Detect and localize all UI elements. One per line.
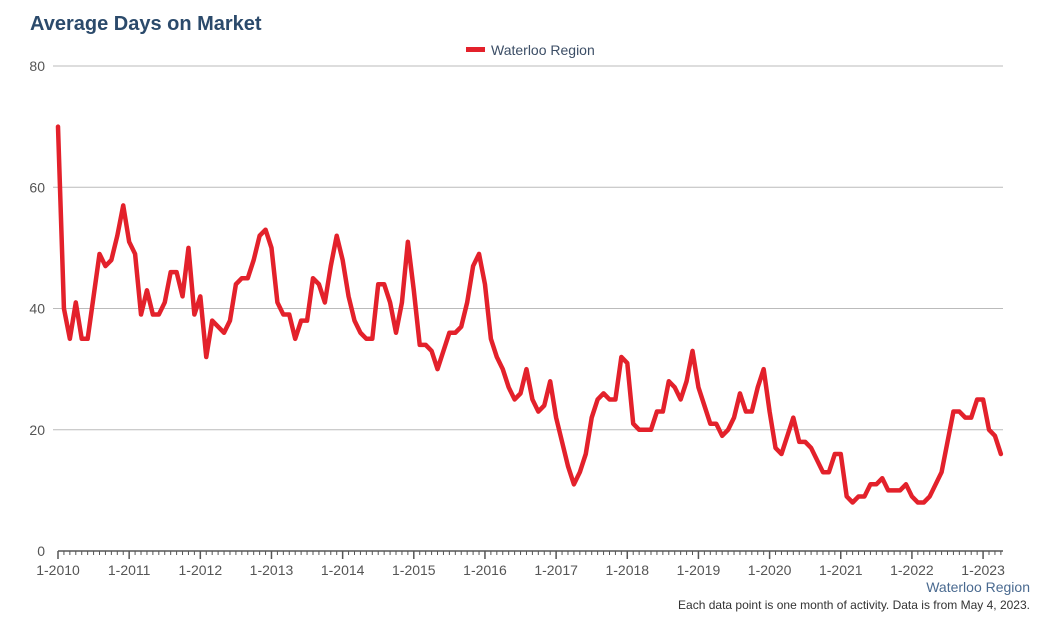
x-tick-label: 1-2023 bbox=[961, 562, 1005, 578]
legend[interactable]: Waterloo Region bbox=[466, 42, 595, 58]
x-tick-label: 1-2020 bbox=[748, 562, 792, 578]
y-tick-label: 20 bbox=[29, 422, 45, 438]
chart-title: Average Days on Market bbox=[30, 13, 262, 35]
x-tick-label: 1-2011 bbox=[108, 562, 151, 578]
x-tick-label: 1-2021 bbox=[819, 562, 863, 578]
x-tick-label: 1-2010 bbox=[36, 562, 80, 578]
x-tick-label: 1-2012 bbox=[179, 562, 223, 578]
y-tick-label: 60 bbox=[29, 179, 45, 195]
source-label: Waterloo Region bbox=[926, 579, 1030, 595]
series-line-waterloo-region[interactable] bbox=[55, 124, 1004, 505]
x-tick-label: 1-2013 bbox=[250, 562, 294, 578]
x-tick-label: 1-2014 bbox=[321, 562, 365, 578]
legend-label[interactable]: Waterloo Region bbox=[491, 42, 595, 58]
x-tick-label: 1-2022 bbox=[890, 562, 934, 578]
x-tick-label: 1-2017 bbox=[534, 562, 578, 578]
gridlines bbox=[53, 65, 1003, 431]
data-note: Each data point is one month of activity… bbox=[678, 598, 1030, 612]
y-tick-label: 0 bbox=[37, 543, 45, 559]
legend-swatch bbox=[466, 47, 485, 52]
y-tick-label: 80 bbox=[29, 58, 45, 74]
y-axis-ticks: 0 20 40 60 80 bbox=[29, 58, 45, 559]
x-tick-label: 1-2018 bbox=[605, 562, 649, 578]
x-tick-label: 1-2015 bbox=[392, 562, 436, 578]
x-axis: 1-2010 1-2011 1-2012 1-2013 1-2014 1-2015 1-20… bbox=[36, 550, 1005, 578]
x-tick-label: 1-2016 bbox=[463, 562, 507, 578]
x-tick-label: 1-2019 bbox=[677, 562, 721, 578]
y-tick-label: 40 bbox=[29, 301, 45, 317]
series-layer bbox=[55, 124, 1004, 505]
